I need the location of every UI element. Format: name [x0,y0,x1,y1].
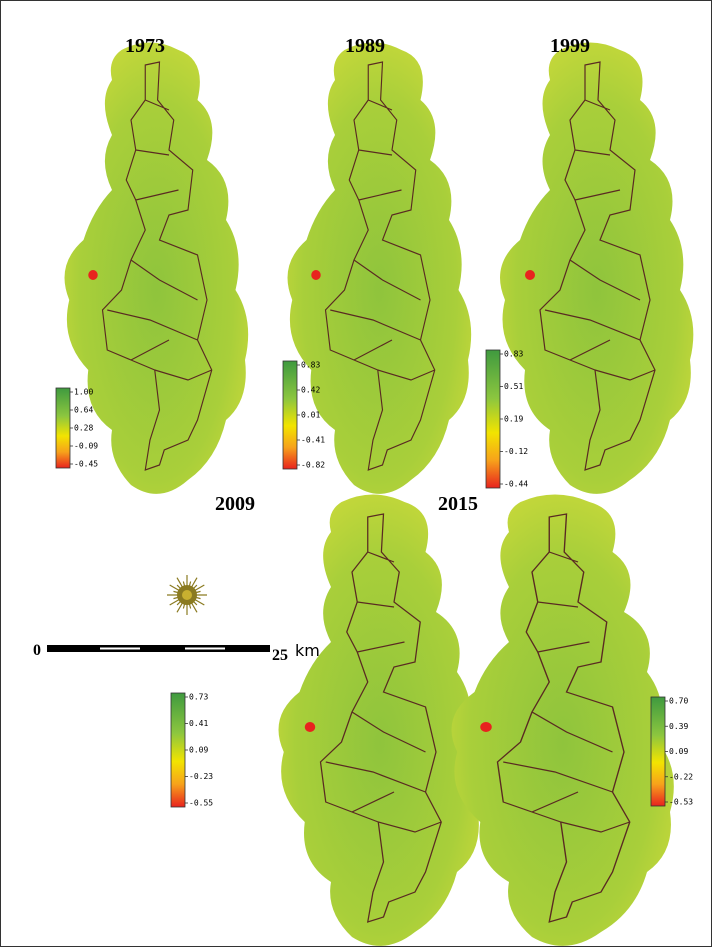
legend-label: 0.01 [301,411,320,420]
legend-label: -0.53 [669,798,693,807]
legend-label: 0.09 [189,746,208,755]
legend-label: -0.22 [669,772,693,781]
legend-label: 0.70 [669,697,688,706]
legend-label: 0.09 [669,747,688,756]
year-label: 1999 [550,35,590,57]
legend-label: 0.42 [301,386,320,395]
scale-bar: 0 25 km [33,641,320,664]
legend-label: 0.83 [301,361,320,370]
map-1999 [500,43,693,494]
legend-label: -0.44 [504,480,528,489]
map-2015 [452,495,674,946]
legend-ramp [56,388,70,468]
year-label: 1989 [345,35,385,57]
legend-label: 0.19 [504,415,523,424]
scale-unit: km [295,641,320,660]
legend-label: 0.51 [504,382,523,391]
year-label: 2009 [215,493,255,515]
legend-label: -0.82 [301,461,325,470]
legend-label: 0.39 [669,722,688,731]
year-label: 2015 [438,493,478,515]
legend-label: -0.09 [74,442,98,451]
legend-label: 0.83 [504,350,523,359]
legend-ramp [486,350,500,488]
legend-label: -0.12 [504,447,528,456]
north-arrow [167,575,207,615]
legend-label: 1.00 [74,388,93,397]
legend-label: 0.64 [74,406,93,415]
figure: 0 25 km 1973 1.00 0.64 0.28 -0.09 -0.45 1989 0.… [0,0,712,947]
legend-label: -0.55 [189,799,213,808]
year-label: 1973 [125,35,165,57]
scale-start: 0 [33,642,41,659]
legend-label: -0.45 [74,460,98,469]
legend-ramp [283,361,297,469]
legend-label: 0.73 [189,693,208,702]
legend-label: -0.41 [301,436,325,445]
legend-label: 0.41 [189,719,208,728]
legend-label: 0.28 [74,424,93,433]
scale-end: 25 [272,647,288,664]
legend-ramp [651,697,665,806]
legend-label: -0.23 [189,772,213,781]
map-2009 [279,495,482,946]
map-1989 [288,43,472,494]
legend-ramp [171,693,185,807]
